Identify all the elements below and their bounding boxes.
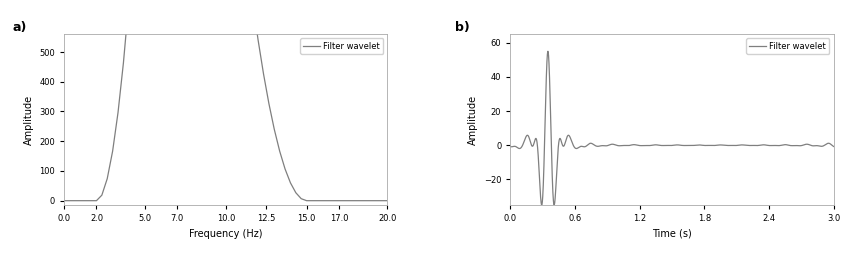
Filter wavelet [59,199,69,202]
X-axis label: Time (s): Time (s) [652,229,692,239]
Filter wavelet [643,144,653,147]
Line: Filter wavelet: Filter wavelet [64,0,387,201]
Filter wavelet [543,50,553,53]
Filter wavelet [542,54,552,57]
X-axis label: Frequency (Hz): Frequency (Hz) [189,229,262,239]
Filter wavelet [823,142,833,145]
Filter wavelet [382,199,392,202]
Filter wavelet [828,145,839,148]
Filter wavelet [562,136,572,140]
Line: Filter wavelet: Filter wavelet [510,51,834,205]
Text: a): a) [12,21,27,33]
Legend: Filter wavelet: Filter wavelet [300,38,383,54]
Filter wavelet [505,145,516,148]
Filter wavelet [787,144,798,147]
Text: b): b) [456,21,470,33]
Filter wavelet [124,1,134,4]
Y-axis label: Amplitude: Amplitude [24,95,33,145]
Filter wavelet [629,143,640,146]
Legend: Filter wavelet: Filter wavelet [746,38,829,54]
Y-axis label: Amplitude: Amplitude [469,95,478,145]
Filter wavelet [345,199,355,202]
Filter wavelet [537,203,547,206]
Filter wavelet [258,72,268,75]
